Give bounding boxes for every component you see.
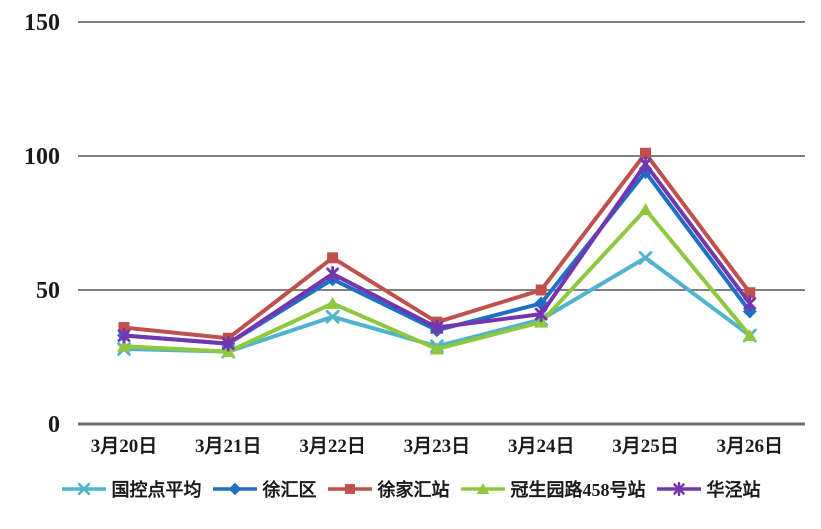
asterisk-marker <box>534 306 548 323</box>
square-marker <box>744 287 756 299</box>
triangle-marker <box>638 203 653 216</box>
square-marker <box>327 252 339 264</box>
y-axis-tick-50: 50 <box>36 278 60 304</box>
x-axis-tick: 3月21日 <box>195 436 262 457</box>
asterisk-marker <box>639 156 652 172</box>
legend-label: 徐家汇站 <box>377 480 450 500</box>
asterisk-marker <box>221 335 235 352</box>
legend-label: 徐汇区 <box>262 480 317 500</box>
asterisk-marker <box>326 266 340 282</box>
x-axis-tick: 3月26日 <box>717 436 784 457</box>
x-legend-icon <box>61 482 106 496</box>
square-marker <box>344 484 355 494</box>
chart-legend: 国控点平均 徐汇区 徐家汇站 冠生园路458号站 华泾站 <box>0 476 821 502</box>
x-marker <box>77 482 90 496</box>
triangle-marker <box>429 342 444 355</box>
square-legend-icon <box>327 484 372 494</box>
square-marker <box>118 322 130 334</box>
diamond-legend-icon <box>212 482 257 496</box>
x-marker <box>325 309 340 324</box>
square-marker <box>640 147 651 159</box>
y-axis-tick-150: 150 <box>24 10 60 36</box>
asterisk-marker <box>117 327 131 344</box>
diamond-marker <box>228 482 241 496</box>
asterisk-marker <box>743 295 757 312</box>
x-axis-tick: 3月24日 <box>508 436 575 457</box>
x-marker <box>638 250 653 265</box>
asterisk-legend-icon <box>656 481 701 497</box>
x-axis-tick: 3月22日 <box>299 436 366 457</box>
y-axis-tick-0: 0 <box>48 412 60 438</box>
triangle-legend-icon <box>460 483 505 494</box>
legend-label: 华泾站 <box>706 480 761 500</box>
chart-plot-area: 0 50 100 150 3月20日 3月21日 3月22日 3月23日 3月24日 3月25日 3… <box>24 10 805 457</box>
legend-label: 冠生园路458号站 <box>510 480 646 500</box>
legend-item-冠生园路458号站: 冠生园路458号站 <box>460 476 646 502</box>
asterisk-marker <box>672 481 685 497</box>
triangle-marker <box>476 483 489 494</box>
series-冠生园路458号站 <box>117 203 757 358</box>
triangle-marker <box>742 329 757 342</box>
x-axis-tick: 3月20日 <box>91 436 158 457</box>
legend-item-徐汇区: 徐汇区 <box>212 476 317 502</box>
legend-label: 国控点平均 <box>111 480 202 500</box>
triangle-marker <box>325 296 340 309</box>
legend-item-徐家汇站: 徐家汇站 <box>327 476 450 502</box>
asterisk-marker <box>430 319 444 336</box>
series-徐家汇站 <box>118 147 756 344</box>
square-marker <box>535 284 547 296</box>
x-axis-tick: 3月23日 <box>404 436 471 457</box>
y-axis-tick-100: 100 <box>24 144 60 170</box>
legend-item-华泾站: 华泾站 <box>656 476 761 502</box>
x-axis-tick: 3月25日 <box>612 436 679 457</box>
series-华泾站 <box>117 156 757 352</box>
legend-item-国控点平均: 国控点平均 <box>61 476 202 502</box>
triangle-marker <box>117 339 131 352</box>
